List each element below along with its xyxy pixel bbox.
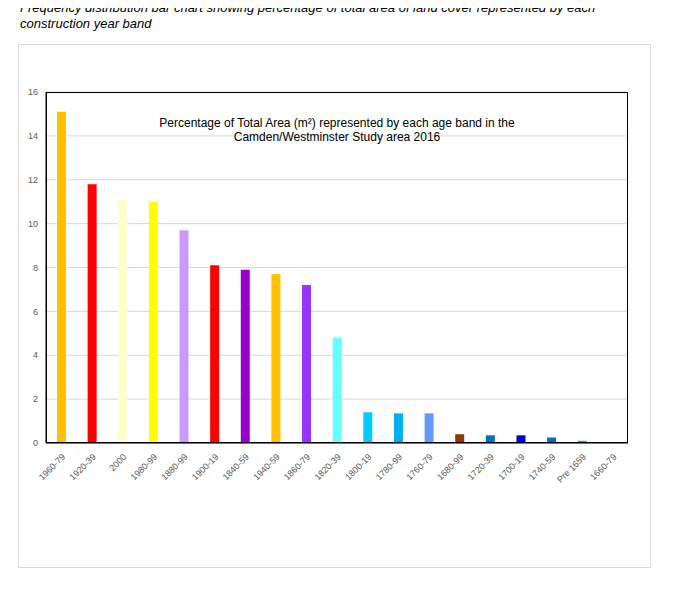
svg-text:1700-19: 1700-19 <box>496 452 526 482</box>
svg-text:8: 8 <box>33 263 38 273</box>
svg-text:1920-39: 1920-39 <box>67 452 97 482</box>
svg-text:2: 2 <box>33 394 38 404</box>
svg-text:0: 0 <box>33 438 38 448</box>
svg-text:1900-19: 1900-19 <box>190 452 220 482</box>
html-text:Percentage of Total Area (m²): Percentage of Total Area (m²) represente… <box>159 116 515 144</box>
svg-text:14: 14 <box>28 131 38 141</box>
svg-text:10: 10 <box>28 219 38 229</box>
svg-text:12: 12 <box>28 175 38 185</box>
svg-text:1780-99: 1780-99 <box>374 452 404 482</box>
svg-text:16: 16 <box>28 87 38 97</box>
svg-text:1820-39: 1820-39 <box>313 452 343 482</box>
svg-text:1980-99: 1980-99 <box>129 452 159 482</box>
svg-text:1760-79: 1760-79 <box>404 452 434 482</box>
svg-text:6: 6 <box>33 307 38 317</box>
svg-text:4: 4 <box>33 350 38 360</box>
svg-text:1940-59: 1940-59 <box>251 452 281 482</box>
svg-text:2000: 2000 <box>107 452 128 473</box>
svg-text:Pre 1659: Pre 1659 <box>555 452 588 485</box>
svg-text:1720-39: 1720-39 <box>466 452 496 482</box>
svg-text:1860-79: 1860-79 <box>282 452 312 482</box>
svg-text:1880-99: 1880-99 <box>159 452 189 482</box>
svg-text:1840-59: 1840-59 <box>221 452 251 482</box>
html-text:Frequency distribution bar cha: Frequency distribution bar chart showing… <box>20 0 596 31</box>
svg-text:1800-19: 1800-19 <box>343 452 373 482</box>
svg-text:1680-99: 1680-99 <box>435 452 465 482</box>
svg-text:1740-59: 1740-59 <box>527 452 557 482</box>
svg-text:1960-79: 1960-79 <box>37 452 67 482</box>
svg-text:1660-79: 1660-79 <box>588 452 618 482</box>
